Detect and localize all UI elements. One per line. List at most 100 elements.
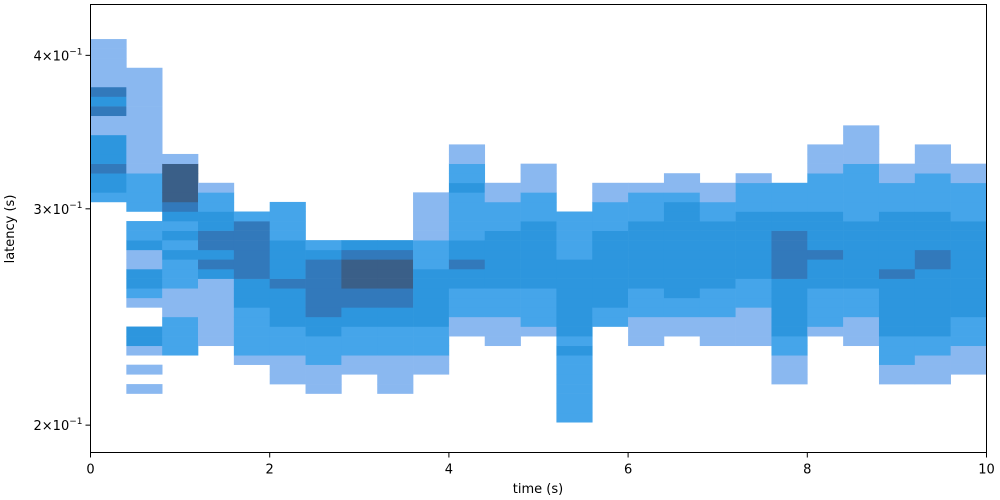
heatmap-cell	[556, 355, 593, 365]
heatmap-cell	[198, 336, 235, 347]
heatmap-cell	[377, 297, 414, 308]
heatmap-cell	[341, 307, 378, 318]
heatmap-cell	[198, 182, 235, 193]
heatmap-cell	[484, 182, 521, 193]
heatmap-cell	[914, 288, 951, 299]
heatmap-cell	[663, 221, 701, 231]
heatmap-cell	[628, 230, 665, 241]
heatmap-cell	[699, 307, 736, 318]
heatmap-cell	[628, 316, 665, 327]
heatmap-cell	[126, 163, 163, 174]
heatmap-cell	[126, 230, 163, 241]
heatmap-cell	[914, 182, 951, 193]
heatmap-cell	[377, 355, 414, 365]
heatmap-cell	[198, 192, 235, 203]
heatmap-cell	[556, 221, 593, 231]
heatmap-cell	[556, 374, 593, 385]
heatmap-cell	[341, 269, 378, 279]
heatmap-cell	[484, 221, 521, 231]
heatmap-cell	[771, 307, 808, 318]
heatmap-cell	[413, 192, 450, 203]
heatmap-cell	[413, 297, 450, 308]
heatmap-cell	[771, 201, 808, 212]
heatmap-cell	[198, 230, 235, 241]
heatmap-cell	[807, 249, 844, 260]
heatmap-cell	[878, 278, 916, 289]
heatmap-cell	[878, 173, 916, 184]
heatmap-cell	[699, 269, 736, 279]
heatmap-cell	[843, 134, 880, 145]
heatmap-cell	[448, 182, 486, 193]
heatmap-cell	[843, 221, 880, 231]
heatmap-cell	[735, 249, 772, 260]
heatmap-cell	[413, 269, 450, 279]
heatmap-cell	[592, 221, 629, 231]
heatmap-cell	[448, 211, 486, 222]
heatmap-cell	[950, 249, 987, 260]
heatmap-cell	[198, 201, 235, 212]
heatmap-cell	[162, 240, 199, 251]
heatmap-cell	[305, 307, 342, 318]
heatmap-cell	[628, 201, 665, 212]
heatmap-cell	[520, 259, 557, 270]
heatmap-cell	[663, 249, 701, 260]
y-axis-label: latency (s)	[3, 195, 18, 264]
heatmap-cell	[592, 297, 629, 308]
heatmap-cell	[592, 269, 629, 279]
heatmap-cell	[413, 211, 450, 222]
heatmap-cell	[771, 249, 808, 260]
heatmap-cell	[735, 230, 772, 241]
heatmap-cell	[233, 288, 270, 299]
heatmap-cell	[233, 211, 270, 222]
heatmap-cell	[413, 355, 450, 365]
heatmap-cell	[484, 288, 521, 299]
heatmap-cell	[162, 153, 199, 164]
heatmap-cell	[520, 240, 557, 251]
heatmap-cell	[878, 211, 916, 222]
heatmap-cell	[269, 201, 306, 212]
heatmap-cell	[341, 316, 378, 327]
heatmap-cell	[377, 364, 414, 375]
heatmap-cell	[126, 86, 163, 97]
heatmap-cell	[448, 192, 486, 203]
heatmap-cell	[735, 221, 772, 231]
heatmap-cell	[305, 240, 342, 251]
heatmap-cell	[914, 278, 951, 289]
heatmap-cell	[950, 307, 987, 318]
heatmap-cell	[233, 278, 270, 289]
heatmap-cell	[126, 96, 163, 107]
heatmap-cell	[914, 269, 951, 279]
heatmap-cell	[556, 240, 593, 251]
heatmap-cell	[771, 230, 808, 241]
heatmap-cell	[305, 269, 342, 279]
heatmap-cell	[771, 182, 808, 193]
heatmap-cell	[556, 288, 593, 299]
heatmap-cell	[628, 221, 665, 231]
heatmap-cell	[735, 297, 772, 308]
heatmap-cell	[448, 221, 486, 231]
heatmap-cell	[950, 326, 987, 337]
heatmap-cell	[628, 211, 665, 222]
heatmap-cell	[878, 163, 916, 174]
x-tick-label: 8	[803, 463, 811, 478]
heatmap-cell	[878, 364, 916, 375]
heatmap-cell	[269, 288, 306, 299]
heatmap-cell	[699, 249, 736, 260]
heatmap-cell	[90, 125, 127, 136]
heatmap-cell	[950, 278, 987, 289]
heatmap-cell	[233, 240, 270, 251]
y-axis: 2×10−1 3×10−1 4×10−1	[34, 47, 91, 434]
heatmap-cell	[914, 364, 951, 375]
heatmap-cell	[484, 316, 521, 327]
heatmap-cell	[735, 288, 772, 299]
heatmap-cell	[556, 249, 593, 260]
heatmap-cell	[162, 336, 199, 347]
heatmap-cell	[628, 288, 665, 299]
heatmap-cell	[807, 163, 844, 174]
heatmap-cell	[269, 259, 306, 270]
heatmap-cell	[413, 326, 450, 337]
heatmap-cell	[269, 230, 306, 241]
heatmap-cell	[377, 336, 414, 347]
heatmap-cell	[592, 201, 629, 212]
heatmap-cell	[90, 163, 127, 174]
